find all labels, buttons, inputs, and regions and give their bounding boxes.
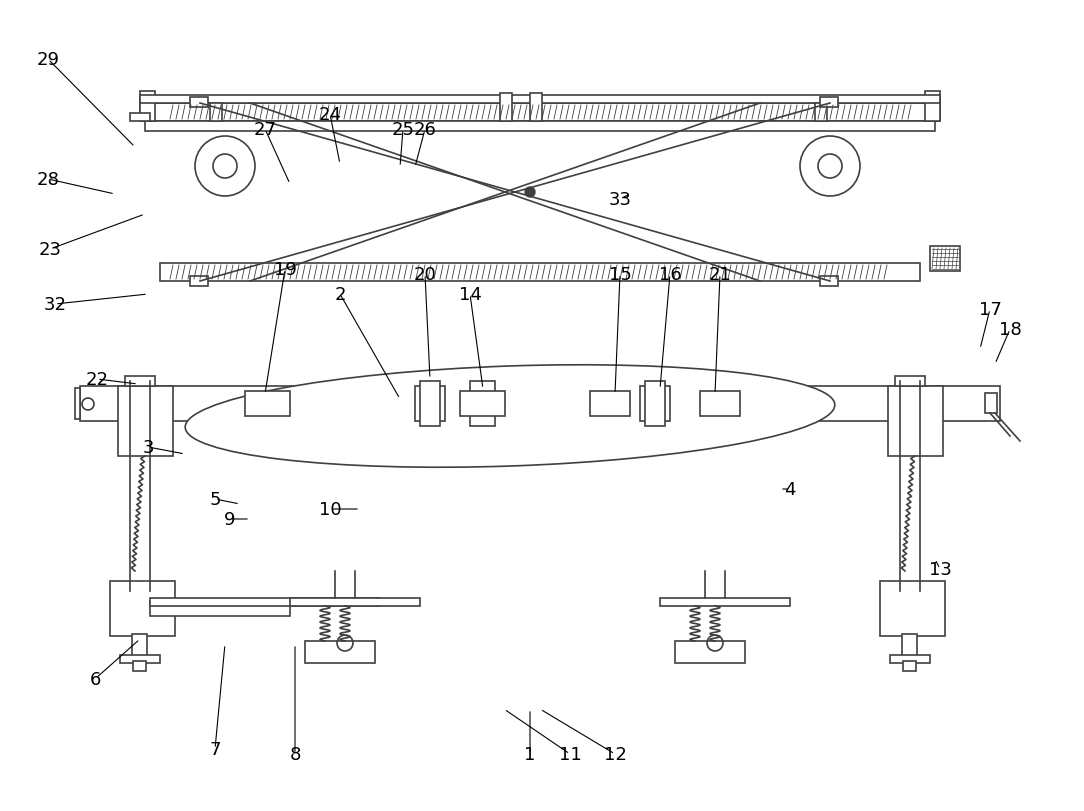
Bar	[130, 114, 150, 122]
Text: 10: 10	[319, 500, 341, 518]
Bar	[190, 98, 208, 108]
Text: 4: 4	[784, 480, 796, 499]
Text: 14: 14	[459, 285, 481, 303]
Bar	[500, 94, 512, 122]
Bar	[109, 581, 175, 636]
Bar	[415, 387, 446, 422]
Bar	[125, 376, 155, 387]
Bar	[305, 642, 375, 663]
Bar	[291, 599, 420, 607]
Text: 26: 26	[414, 121, 437, 139]
Text: 5: 5	[209, 491, 221, 508]
Bar	[210, 104, 222, 122]
Text: 12: 12	[604, 745, 627, 763]
Bar	[140, 96, 940, 104]
Bar	[820, 277, 838, 286]
Text: 8: 8	[289, 745, 300, 763]
Bar	[245, 392, 291, 417]
Bar	[985, 393, 997, 414]
Text: 3: 3	[142, 439, 154, 457]
Ellipse shape	[185, 365, 835, 468]
Text: 7: 7	[209, 740, 221, 758]
Bar	[660, 599, 790, 607]
Bar	[150, 599, 380, 607]
Text: 32: 32	[43, 296, 66, 314]
Text: 13: 13	[929, 560, 952, 578]
Text: 29: 29	[37, 51, 60, 69]
Text: 25: 25	[391, 121, 414, 139]
Bar	[140, 104, 940, 122]
Bar	[133, 661, 146, 672]
Text: 22: 22	[86, 371, 108, 388]
Bar	[120, 655, 160, 663]
Bar	[675, 642, 745, 663]
Text: 19: 19	[273, 260, 296, 279]
Bar	[890, 655, 930, 663]
Bar	[145, 122, 935, 132]
Text: 2: 2	[334, 285, 346, 303]
Bar	[925, 92, 940, 122]
Bar	[160, 264, 920, 281]
Bar	[645, 381, 664, 427]
Text: 28: 28	[37, 171, 60, 189]
Text: 33: 33	[608, 191, 632, 208]
Text: 20: 20	[414, 266, 437, 284]
Bar	[140, 92, 155, 122]
Text: 27: 27	[254, 121, 276, 139]
Text: 11: 11	[558, 745, 581, 763]
Bar	[118, 387, 173, 457]
Bar	[460, 392, 505, 417]
Bar	[420, 381, 440, 427]
Bar	[530, 94, 542, 122]
Bar	[902, 634, 917, 656]
Text: 21: 21	[709, 266, 732, 284]
Bar	[930, 247, 960, 272]
Bar	[815, 104, 827, 122]
Text: 6: 6	[89, 670, 101, 689]
Bar	[75, 388, 80, 419]
Text: 23: 23	[39, 241, 62, 259]
Bar	[895, 376, 925, 387]
Text: 18: 18	[998, 320, 1021, 338]
Bar	[903, 661, 916, 672]
Circle shape	[525, 188, 535, 198]
Bar	[700, 392, 740, 417]
Text: 15: 15	[608, 266, 632, 284]
Text: 16: 16	[659, 266, 682, 284]
Bar	[820, 98, 838, 108]
Bar	[470, 381, 495, 427]
Bar	[80, 387, 1001, 422]
Bar	[132, 634, 147, 656]
Text: 1: 1	[525, 745, 535, 763]
Text: 24: 24	[319, 106, 341, 124]
Bar	[640, 387, 670, 422]
Bar	[590, 392, 630, 417]
Text: 9: 9	[224, 510, 235, 528]
Text: 17: 17	[979, 301, 1002, 319]
Bar	[888, 387, 943, 457]
Bar	[880, 581, 945, 636]
Bar	[150, 601, 291, 616]
Bar	[190, 277, 208, 286]
